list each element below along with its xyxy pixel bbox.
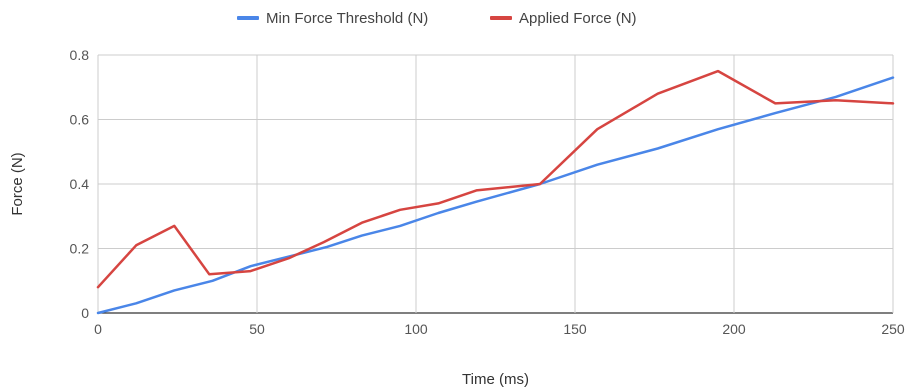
- y-tick-label: 0: [81, 305, 89, 321]
- series-line-applied-force: [96, 69, 895, 289]
- series-line-min-force-threshold: [96, 76, 895, 315]
- x-tick-label: 100: [404, 321, 428, 337]
- legend-swatch: [237, 16, 259, 20]
- y-tick-label: 0.2: [70, 241, 90, 257]
- legend-swatch: [490, 16, 512, 20]
- y-tick-label: 0.4: [70, 176, 90, 192]
- x-tick-label: 200: [722, 321, 746, 337]
- x-tick-label: 0: [94, 321, 102, 337]
- y-tick-label: 0.8: [70, 47, 90, 63]
- legend-label: Applied Force (N): [519, 10, 637, 27]
- series-lines: [96, 69, 895, 315]
- grid: [97, 54, 894, 314]
- legend-label: Min Force Threshold (N): [266, 10, 428, 27]
- y-tick-label: 0.6: [70, 112, 90, 128]
- x-tick-label: 250: [881, 321, 905, 337]
- y-axis-title: Force (N): [9, 152, 26, 215]
- x-axis-title: Time (ms): [462, 371, 529, 387]
- legend: Min Force Threshold (N) Applied Force (N): [237, 10, 637, 27]
- x-tick-label: 150: [563, 321, 587, 337]
- axes: 0 0.2 0.4 0.6 0.8 0 50 100 150 200 250: [70, 47, 905, 337]
- x-tick-label: 50: [249, 321, 265, 337]
